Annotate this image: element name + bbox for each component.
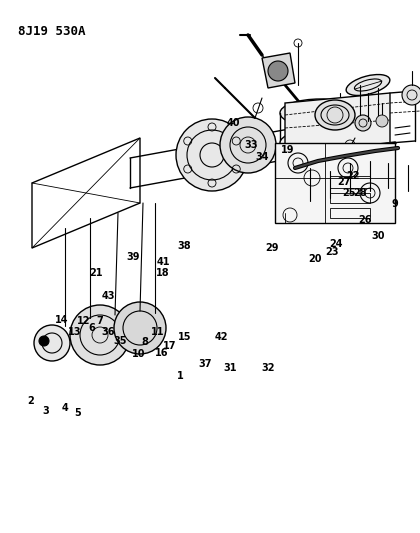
Circle shape [220, 117, 276, 173]
Ellipse shape [280, 99, 360, 127]
Text: 2: 2 [27, 396, 34, 406]
Bar [330, 176, 370, 188]
Text: 3: 3 [43, 407, 50, 416]
Circle shape [39, 336, 49, 346]
Text: 22: 22 [346, 171, 360, 181]
Text: 4: 4 [62, 403, 68, 413]
Text: 10: 10 [132, 350, 145, 359]
Text: 6: 6 [88, 323, 95, 333]
Text: 15: 15 [178, 332, 192, 342]
Text: 20: 20 [308, 254, 322, 263]
Text: 35: 35 [113, 336, 126, 346]
Text: 5: 5 [74, 408, 81, 418]
Text: 34: 34 [256, 152, 269, 162]
Text: 11: 11 [151, 327, 164, 336]
Bar [330, 208, 370, 218]
Text: 29: 29 [265, 243, 279, 253]
Text: 30: 30 [371, 231, 385, 240]
Circle shape [268, 61, 288, 81]
Text: 12: 12 [77, 316, 91, 326]
Bar [275, 143, 395, 223]
Text: 17: 17 [163, 342, 177, 351]
Ellipse shape [280, 129, 360, 157]
Circle shape [355, 115, 371, 131]
Text: 19: 19 [281, 146, 294, 155]
Text: 42: 42 [215, 332, 228, 342]
Text: 40: 40 [226, 118, 240, 127]
Text: 33: 33 [244, 140, 258, 150]
Polygon shape [285, 93, 390, 158]
Circle shape [402, 85, 420, 105]
Text: 27: 27 [337, 177, 350, 187]
Text: 8J19 530A: 8J19 530A [18, 25, 86, 38]
Circle shape [287, 113, 323, 149]
Text: 8: 8 [142, 337, 148, 347]
Text: 13: 13 [68, 327, 81, 336]
Text: 43: 43 [102, 291, 115, 301]
Text: 31: 31 [223, 363, 237, 373]
Circle shape [176, 119, 248, 191]
Text: 26: 26 [359, 215, 372, 224]
Circle shape [114, 302, 166, 354]
Circle shape [70, 305, 130, 365]
Text: 16: 16 [155, 348, 168, 358]
Text: 41: 41 [156, 257, 170, 267]
Circle shape [316, 111, 344, 139]
Ellipse shape [346, 75, 390, 95]
Circle shape [34, 325, 70, 361]
Text: 14: 14 [55, 315, 69, 325]
Polygon shape [262, 53, 295, 88]
Text: 18: 18 [156, 268, 170, 278]
Ellipse shape [315, 100, 355, 130]
Text: 32: 32 [261, 363, 275, 373]
Text: 25: 25 [342, 188, 355, 198]
Bar [330, 193, 370, 203]
Text: 9: 9 [391, 199, 398, 208]
Text: 37: 37 [198, 359, 212, 368]
Circle shape [376, 115, 388, 127]
Text: 7: 7 [97, 316, 103, 326]
Text: 38: 38 [177, 241, 191, 251]
Text: 28: 28 [354, 188, 367, 198]
Text: 36: 36 [102, 327, 115, 336]
Text: 39: 39 [127, 252, 140, 262]
Text: 24: 24 [329, 239, 343, 248]
Text: 1: 1 [177, 371, 184, 381]
Text: 21: 21 [89, 268, 102, 278]
Text: 23: 23 [325, 247, 339, 256]
